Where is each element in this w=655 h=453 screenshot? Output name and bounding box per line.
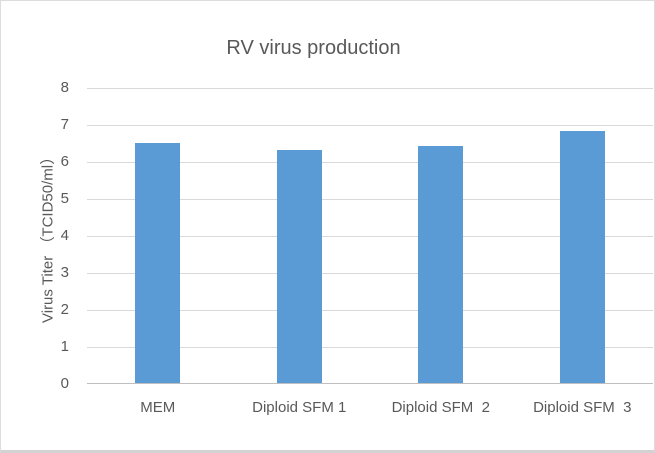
gridline — [87, 273, 653, 274]
gridline — [87, 125, 653, 126]
y-tick-label: 0 — [60, 375, 69, 392]
x-category-label: Diploid SFM 3 — [533, 399, 632, 416]
y-tick-label: 6 — [60, 153, 69, 170]
bar-mem — [135, 142, 181, 383]
gridline — [87, 162, 653, 163]
y-tick-label: 1 — [60, 338, 69, 355]
x-category-label: Diploid SFM 1 — [252, 399, 347, 416]
bar-diploid-sfm-1 — [276, 149, 322, 383]
y-tick-label: 3 — [60, 264, 69, 281]
plot-area — [87, 88, 653, 384]
gridline — [87, 310, 653, 311]
chart-title: RV virus production — [226, 37, 401, 59]
bar-diploid-sfm-2 — [418, 146, 464, 383]
gridline — [87, 236, 653, 237]
gridline — [87, 88, 653, 89]
y-tick-label: 4 — [60, 227, 69, 244]
y-tick-label: 5 — [60, 190, 69, 207]
x-axis-line — [87, 383, 653, 384]
y-tick-label: 8 — [60, 79, 69, 96]
gridline — [87, 199, 653, 200]
y-tick-label: 7 — [60, 116, 69, 133]
x-category-label: MEM — [140, 399, 176, 416]
bar-diploid-sfm-3 — [559, 131, 605, 383]
y-tick-label: 2 — [60, 301, 69, 318]
x-category-label: Diploid SFM 2 — [391, 399, 490, 416]
gridline — [87, 347, 653, 348]
